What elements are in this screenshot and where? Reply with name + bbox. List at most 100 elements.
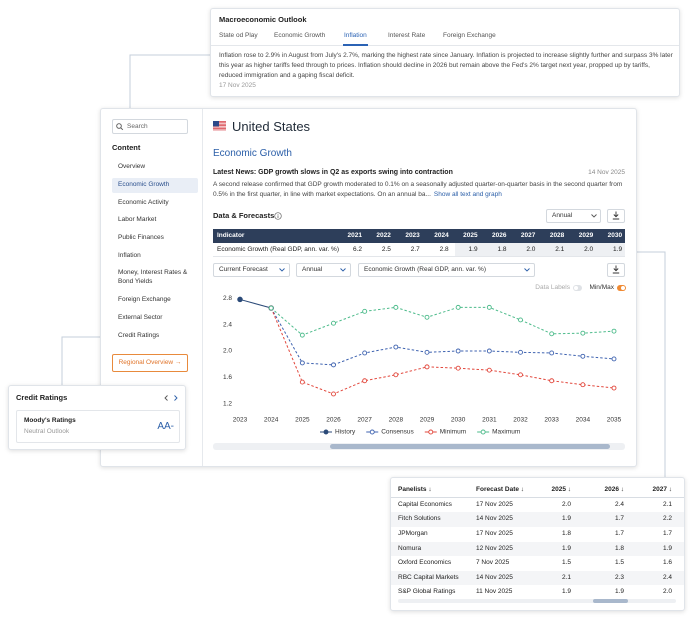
- news-date: 14 Nov 2025: [588, 168, 625, 176]
- flag-stripe: [213, 129, 226, 131]
- card-title: Credit Ratings: [16, 393, 68, 403]
- panel-cell: 1.7: [614, 515, 624, 523]
- table-cell: 1.9: [468, 245, 478, 253]
- chevron-icon: [279, 268, 285, 272]
- download-icon[interactable]: [612, 211, 620, 220]
- panel-cell: Oxford Economics: [398, 559, 452, 567]
- connector-line: [61, 336, 100, 385]
- panel-cell: 2.1: [561, 573, 571, 581]
- panel-cell: 2.0: [662, 588, 672, 596]
- panel-header-cell: Forecast Date ↓: [476, 485, 525, 493]
- panel-cell: 12 Nov 2025: [476, 544, 513, 552]
- panel-cell: 1.8: [561, 529, 571, 537]
- control-dropdown[interactable]: [358, 263, 535, 277]
- table-header-cell: 2027: [520, 231, 536, 239]
- panel-cell: 1.6: [662, 559, 672, 567]
- card-title: Macroeconomic Outlook: [219, 15, 307, 25]
- search-shape: [116, 123, 122, 129]
- outlook-card: [210, 8, 680, 97]
- nav-item[interactable]: Public Finances: [118, 233, 164, 241]
- news-link[interactable]: Show all text and graph: [433, 191, 502, 198]
- tab[interactable]: Foreign Exchange: [443, 31, 496, 39]
- flag-icon: [213, 121, 226, 131]
- table-cell: 1.8: [497, 245, 507, 253]
- panel-row-stripe: [391, 541, 684, 557]
- tab[interactable]: Economic Growth: [274, 31, 326, 39]
- panel-cell: S&P Global Ratings: [398, 588, 456, 596]
- tab[interactable]: State od Play: [219, 31, 258, 39]
- chart-scroll-thumb[interactable]: [330, 444, 610, 449]
- regional-button-label[interactable]: Regional Overview →: [118, 358, 182, 366]
- panel-cell: 2.2: [662, 515, 672, 523]
- nav-item[interactable]: Foreign Exchange: [118, 295, 171, 303]
- regional-button[interactable]: [112, 354, 188, 372]
- control-dropdown[interactable]: [296, 263, 351, 277]
- chevron-shape: [591, 214, 597, 218]
- panel-cell: Fitch Solutions: [398, 515, 441, 523]
- chevron-icon: [524, 268, 530, 272]
- nav-item[interactable]: Credit Ratings: [118, 331, 160, 339]
- table-cell: 2.1: [555, 245, 565, 253]
- panel-scroll-track: [398, 599, 676, 603]
- table-cell: 2.8: [439, 245, 449, 253]
- panel-row-stripe: [391, 512, 684, 527]
- control-label: Economic Growth (Real GDP, ann. var. %): [364, 265, 486, 273]
- table-header: [213, 229, 625, 243]
- chevron-shape: [524, 268, 530, 272]
- toggle-knob: [574, 286, 578, 290]
- table-header-cell: 2030: [607, 231, 623, 239]
- flag-stripe: [213, 123, 226, 125]
- table-header-cell: 2023: [405, 231, 420, 239]
- sidebar-divider: [202, 109, 203, 466]
- download-icon[interactable]: [612, 265, 620, 274]
- nav-item[interactable]: Inflation: [118, 251, 141, 259]
- section-title: Economic Growth: [213, 147, 292, 159]
- table-header-cell: 2029: [578, 231, 594, 239]
- download-button[interactable]: [607, 263, 625, 277]
- panel-header-rule: [391, 497, 684, 498]
- tab[interactable]: Inflation: [344, 31, 367, 39]
- download-button[interactable]: [607, 209, 625, 223]
- table-header-cell: 2022: [376, 231, 391, 239]
- panel-cell: 1.8: [614, 544, 624, 552]
- table-cell: 2.5: [381, 245, 391, 253]
- nav-item[interactable]: Money, Interest Rates & Bond Yields: [118, 269, 188, 285]
- panel-row-stripe: [391, 570, 684, 586]
- search-shape: [120, 127, 124, 131]
- panel-cell: 1.7: [614, 529, 624, 537]
- table-cell: 2.0: [526, 245, 536, 253]
- nav-item[interactable]: Labor Market: [118, 215, 157, 223]
- nav-item[interactable]: Overview: [118, 162, 146, 170]
- control-dropdown[interactable]: [213, 263, 290, 277]
- panel-scroll-thumb[interactable]: [593, 599, 628, 603]
- panel-cell: 11 Nov 2025: [476, 588, 513, 596]
- chevron-icon: [340, 268, 346, 272]
- tab[interactable]: Interest Rate: [388, 31, 426, 39]
- panel-cell: 2.1: [662, 500, 672, 508]
- control-label: Current Forecast: [219, 265, 268, 273]
- prev-icon[interactable]: [164, 395, 168, 401]
- rating-value: AA-: [157, 420, 174, 432]
- nav-item[interactable]: External Sector: [118, 313, 163, 321]
- flag-canton: [213, 121, 219, 127]
- table-cell: 2.0: [584, 245, 594, 253]
- table-header-cell: Indicator: [217, 231, 245, 239]
- flag-stripe: [213, 125, 226, 126]
- rating-outlook: Neutral Outlook: [24, 427, 70, 435]
- panel-cell: 1.9: [614, 588, 624, 596]
- search-box[interactable]: [112, 119, 188, 134]
- download-shape: [612, 265, 620, 274]
- panel-cell: JPMorgan: [398, 529, 428, 537]
- rating-box: [16, 410, 180, 443]
- download-shape: [612, 211, 620, 220]
- frequency-dropdown[interactable]: [546, 209, 601, 223]
- credit-card: [8, 385, 186, 450]
- chevron-shape: [279, 268, 285, 272]
- nav-active-bg: [112, 177, 198, 193]
- table-header-cell: 2021: [347, 231, 362, 239]
- table-header-cell: 2026: [492, 231, 507, 239]
- next-icon[interactable]: [174, 395, 178, 401]
- toggle-knob: [621, 286, 625, 290]
- nav-item[interactable]: Economic Activity: [118, 198, 169, 206]
- nav-item[interactable]: Economic Growth: [118, 180, 170, 188]
